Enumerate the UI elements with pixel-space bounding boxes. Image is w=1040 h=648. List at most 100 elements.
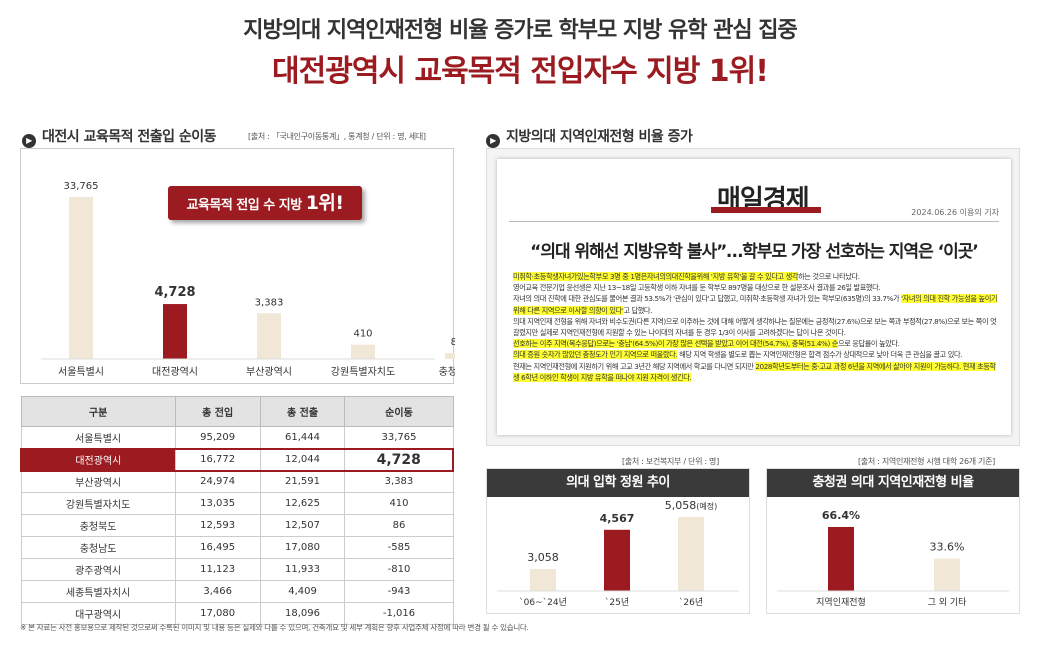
body-text: 의대 지역인재 전형을 위해 자녀와 비수도권(다른 지역)으로 이주하는 것에… xyxy=(513,316,997,338)
body-text: 자녀의 의대 진학에 대한 관심도를 물어본 결과 53.5%가 '관심이 있다… xyxy=(513,294,902,304)
table-cell-region: 부산광역시 xyxy=(20,470,176,493)
badge-rank: 1위! xyxy=(305,192,344,214)
body-text: 영어교육 전문기업 윤선생은 지난 13~18일 고등학생 이하 자녀를 둔 학… xyxy=(513,283,881,293)
admission-source: [출처 : 보건복지부 / 단위 : 명] xyxy=(622,457,719,466)
table-cell-out: 12,625 xyxy=(259,492,346,515)
table-cell-region: 충청북도 xyxy=(20,514,176,537)
table-row: 광주광역시 11,123 11,933 -810 xyxy=(20,558,454,581)
table-cell-region: 대전광역시 xyxy=(19,447,176,472)
bar xyxy=(163,304,187,359)
data-label-suffix: (예정) xyxy=(696,501,717,511)
category-label: 지역인재전형 xyxy=(816,597,866,608)
table-cell-net: 86 xyxy=(344,514,454,537)
data-label: 3,058 xyxy=(527,551,559,564)
table-cell-region: 세종특별자치시 xyxy=(20,580,176,603)
admission-bar-chart: 3,058 `06~`24년 4,567 `25년 5,058(예정) `26년 xyxy=(497,499,739,608)
table-cell-out: 11,933 xyxy=(259,558,346,581)
body-text: 고 답했다. xyxy=(623,305,653,315)
table-row: 대구광역시 17,080 18,096 -1,016 xyxy=(20,602,454,625)
data-label: 3,383 xyxy=(255,297,284,308)
table-row: 충청남도 16,495 17,080 -585 xyxy=(20,536,454,559)
table-cell-in: 16,495 xyxy=(174,536,261,559)
table-row: 충청북도 12,593 12,507 86 xyxy=(20,514,454,537)
table-row: 부산광역시 24,974 21,591 3,383 xyxy=(20,470,454,493)
bar xyxy=(934,558,960,591)
table-cell-net: -943 xyxy=(344,580,454,603)
table-cell-region: 서울특별시 xyxy=(20,426,176,449)
arrow-bullet-icon: ▶ xyxy=(486,134,500,148)
badge-text: 교육목적 전입 수 지방 xyxy=(186,198,302,213)
data-label: 4,567 xyxy=(600,512,635,525)
table-cell-in: 3,466 xyxy=(174,580,261,603)
table-cell-out: 18,096 xyxy=(259,602,346,625)
body-text: 으로 응답률이 높았다. xyxy=(837,339,900,349)
col-header-out: 총 전출 xyxy=(259,396,346,427)
arrow-bullet-icon: ▶ xyxy=(22,134,36,148)
data-label: 410 xyxy=(353,329,372,340)
article-headline: “의대 위해선 지방유학 불사”…학부모 가장 선호하는 지역은 ‘이곳’ xyxy=(530,242,979,262)
col-header-in: 총 전입 xyxy=(174,396,261,427)
data-label: 33.6% xyxy=(930,541,965,554)
table-cell-out: 12,507 xyxy=(259,514,346,537)
article-paragraph: 선호하는 이주 지역(복수응답)으로는 '충남'(64.5%)이 가장 많은 선… xyxy=(513,338,999,349)
table-header-row: 구분 총 전입 총 전출 순이동 xyxy=(20,396,454,427)
bar xyxy=(604,529,630,591)
bar xyxy=(445,352,469,359)
category-label: 강원특별자치도 xyxy=(331,366,395,378)
admission-panel: 의대 입학 정원 추이 3,058 `06~`24년 4,567 `25년 5,058(… xyxy=(486,468,750,614)
migration-table: 구분 총 전입 총 전출 순이동 서울특별시 95,209 61,444 33,765… xyxy=(19,396,455,625)
table-cell-net: -1,016 xyxy=(344,602,454,625)
table-cell-net: 33,765 xyxy=(344,426,454,449)
category-label: `26년 xyxy=(679,597,703,608)
page-subtitle: 지방의대 지역인재전형 비율 증가로 학부모 지방 유학 관심 집중 xyxy=(243,18,798,43)
data-label: 86 xyxy=(451,337,455,348)
article-paragraph: 자녀의 의대 진학에 대한 관심도를 물어본 결과 53.5%가 '관심이 있다… xyxy=(513,293,999,315)
highlighted-text: 의대 증원 숫자가 많았던 충청도가 인기 지역으로 떠올랐다. xyxy=(513,350,678,360)
table-row: 세종특별자치시 3,466 4,409 -943 xyxy=(20,580,454,603)
data-label: 33,765 xyxy=(64,181,99,192)
table-cell-region: 대구광역시 xyxy=(20,602,176,625)
left-section-title: ▶ 대전시 교육목적 전출입 순이동 xyxy=(22,126,217,148)
news-article: 매일경제 2024.06.26 이용의 기자 “의대 위해선 지방유학 불사”…… xyxy=(497,159,1011,435)
right-section-title-text: 지방의대 지역인재전형 비율 증가 xyxy=(506,129,693,145)
data-label: 5,058(예정) xyxy=(665,499,717,512)
rank-badge: 교육목적 전입 수 지방 1위! xyxy=(168,186,362,220)
table-cell-in: 16,772 xyxy=(174,447,261,472)
table-cell-net: 3,383 xyxy=(344,470,454,493)
category-label: `06~`24년 xyxy=(519,597,567,608)
article-date: 2024.06.26 이용의 기자 xyxy=(911,208,999,217)
bar xyxy=(351,344,375,359)
table-cell-out: 17,080 xyxy=(259,536,346,559)
article-body: 미취학·초등학생자녀가있는학부모 3명 중 1명은자녀의의대진학을위해 '지방 … xyxy=(513,271,999,383)
col-header-region: 구분 xyxy=(20,396,176,427)
category-label: 서울특별시 xyxy=(58,366,104,378)
table-cell-region: 광주광역시 xyxy=(20,558,176,581)
article-box: 매일경제 2024.06.26 이용의 기자 “의대 위해선 지방유학 불사”…… xyxy=(486,148,1020,446)
category-label: 충청북도 xyxy=(439,366,455,378)
admission-panel-title: 의대 입학 정원 추이 xyxy=(487,469,749,497)
bar xyxy=(678,517,704,591)
left-section-title-text: 대전시 교육목적 전출입 순이동 xyxy=(42,129,217,145)
body-text: 현재는 지역인재전형에 지원하기 위해 고교 3년간 해당 지역에서 학교를 다… xyxy=(513,361,756,371)
article-paragraph: 영어교육 전문기업 윤선생은 지난 13~18일 고등학생 이하 자녀를 둔 학… xyxy=(513,282,999,293)
table-row: 강원특별자치도 13,035 12,625 410 xyxy=(20,492,454,515)
ratio-bar-chart: 66.4% 지역인재전형 33.6% 그 외 기타 xyxy=(777,509,1009,608)
bar xyxy=(530,569,556,591)
col-header-net: 순이동 xyxy=(344,396,454,427)
highlighted-text: 선호하는 이주 지역(복수응답)으로는 '충남'(64.5%)이 가장 많은 선… xyxy=(513,339,838,349)
body-text: 하는 것으로 나타났다. xyxy=(798,272,860,281)
table-cell-out: 61,444 xyxy=(259,426,346,449)
table-cell-out: 21,591 xyxy=(259,470,346,493)
ratio-source: [출처 : 지역인재전형 시행 대학 26개 기준] xyxy=(858,457,995,466)
migration-chart-box: 33,765 서울특별시 4,728 대전광역시 3,383 부산광역시 410 강원특별자치… xyxy=(20,148,475,384)
table-cell-net: 410 xyxy=(344,492,454,515)
article-paragraph: 의대 증원 숫자가 많았던 충청도가 인기 지역으로 떠올랐다. 해당 지역 학… xyxy=(513,349,999,360)
category-label: 부산광역시 xyxy=(246,366,292,378)
table-cell-net: -585 xyxy=(344,536,454,559)
article-paragraph: 현재는 지역인재전형에 지원하기 위해 고교 3년간 해당 지역에서 학교를 다… xyxy=(513,361,999,383)
table-row: 서울특별시 95,209 61,444 33,765 xyxy=(20,426,454,449)
table-cell-in: 12,593 xyxy=(174,514,261,537)
table-cell-net: -810 xyxy=(344,558,454,581)
table-cell-in: 17,080 xyxy=(174,602,261,625)
category-label: 그 외 기타 xyxy=(928,596,968,608)
